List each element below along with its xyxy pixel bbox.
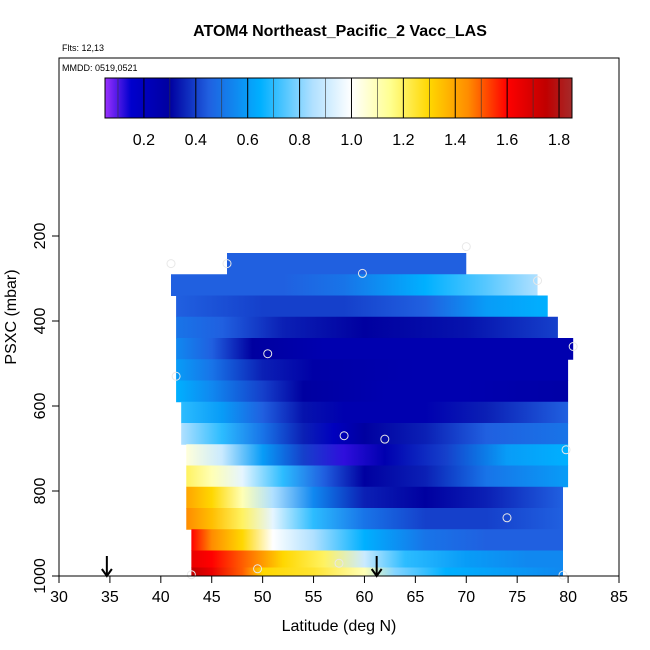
heatmap-layer	[186, 465, 569, 488]
y-axis: 200 400 600 800 1000	[32, 223, 59, 594]
observation-point	[171, 371, 181, 381]
flight-marker-arrow	[101, 556, 113, 578]
y-tick-label: 1000	[32, 558, 49, 594]
y-tick-label: 600	[32, 393, 49, 420]
flights-label: Flts: 12,13	[62, 43, 104, 53]
x-tick-label: 40	[152, 589, 170, 606]
heatmap-layer	[181, 423, 569, 445]
x-tick-label: 75	[508, 589, 526, 606]
observation-point	[166, 259, 176, 269]
observation-point	[502, 513, 512, 523]
y-tick-label: 200	[32, 223, 49, 250]
chart-title: ATOM4 Northeast_Pacific_2 Vacc_LAS	[193, 23, 487, 40]
heatmap-layer	[181, 401, 569, 424]
heatmap-layer	[186, 444, 569, 466]
observation-point	[222, 259, 232, 269]
colorbar-tick-label: 1.2	[392, 132, 414, 149]
heatmap-layer	[176, 295, 548, 318]
colorbar-tick-label: 1.6	[496, 132, 518, 149]
colorbar-tick-label: 1.4	[444, 132, 466, 149]
x-tick-label: 35	[101, 589, 119, 606]
heatmap-layer	[186, 508, 564, 530]
y-tick-label: 800	[32, 478, 49, 505]
observation-point	[357, 268, 367, 278]
heatmap-layer	[227, 253, 467, 275]
heatmap-layer	[176, 338, 574, 360]
heatmap-layer	[171, 274, 538, 296]
observation-point	[380, 434, 390, 444]
y-tick-label: 400	[32, 308, 49, 335]
colorbar-tick-label: 0.8	[288, 132, 310, 149]
colorbar-tick-label: 0.4	[185, 132, 207, 149]
x-tick-label: 30	[50, 589, 68, 606]
observation-point	[263, 349, 273, 359]
colorbar-tick-label: 0.2	[133, 132, 155, 149]
x-axis: 30 35 40 45 50 55 60 65 70 75 80 85	[50, 576, 628, 606]
x-tick-label: 50	[254, 589, 272, 606]
x-axis-label: Latitude (deg N)	[282, 618, 397, 635]
observation-point	[334, 558, 344, 568]
observation-point	[339, 431, 349, 441]
observation-point	[533, 276, 543, 286]
colorbar-tick-label: 1.0	[340, 132, 362, 149]
heatmap-layer	[176, 359, 569, 381]
y-axis-label: PSXC (mbar)	[3, 269, 20, 364]
observation-point	[461, 242, 471, 252]
x-tick-label: 65	[406, 589, 424, 606]
observation-point	[253, 564, 263, 574]
observation-point	[186, 570, 196, 580]
observation-point	[561, 445, 571, 455]
x-tick-label: 55	[305, 589, 323, 606]
x-tick-label: 85	[610, 589, 628, 606]
colorbar-tick-label: 1.8	[548, 132, 570, 149]
colorbar-tick-labels: 0.2 0.4 0.6 0.8 1.0 1.2 1.4 1.6 1.8	[133, 132, 570, 149]
colorbar-gradient	[104, 77, 573, 119]
x-tick-label: 60	[356, 589, 374, 606]
observation-point	[568, 342, 578, 351]
heatmap-layer	[176, 316, 558, 339]
colorbar	[104, 77, 573, 119]
x-tick-label: 70	[457, 589, 475, 606]
mmdd-label: MMDD: 0519,0521	[62, 63, 138, 73]
observation-point	[558, 570, 568, 580]
colorbar-tick-label: 0.6	[237, 132, 259, 149]
heatmap-layer	[191, 529, 563, 551]
plot-frame	[58, 57, 620, 577]
x-tick-label: 80	[559, 589, 577, 606]
observation-points	[166, 242, 578, 580]
x-tick-label: 45	[203, 589, 221, 606]
heatmap-layers	[171, 253, 574, 577]
heatmap-layer	[186, 486, 564, 509]
heatmap-layer	[176, 380, 569, 403]
